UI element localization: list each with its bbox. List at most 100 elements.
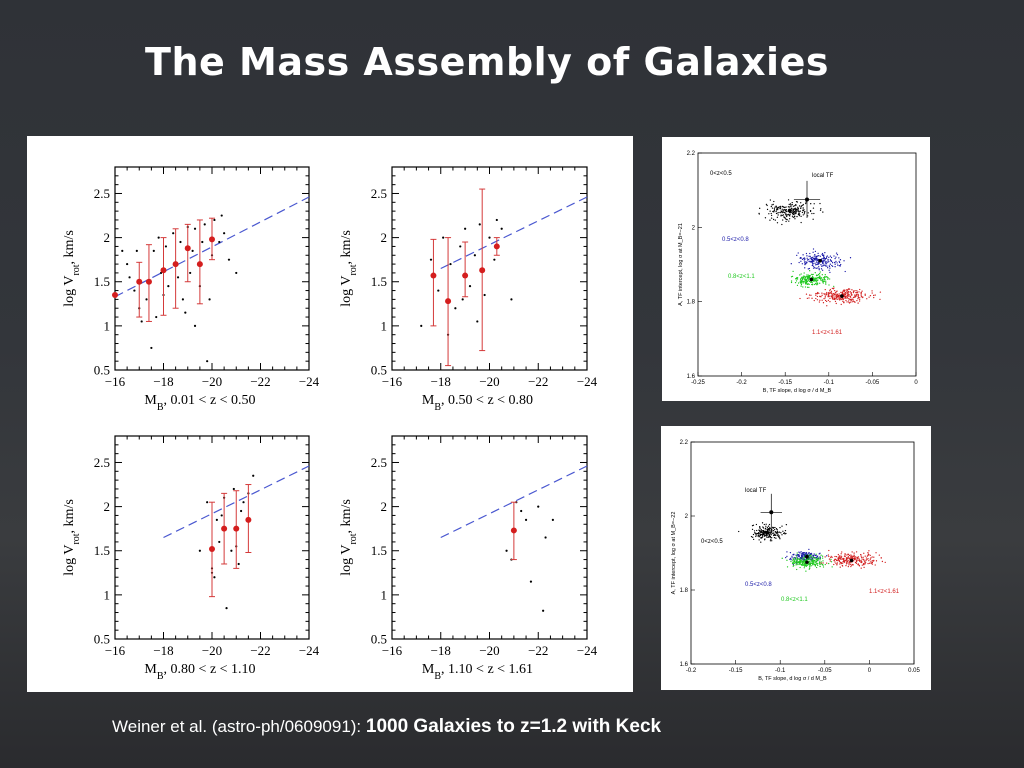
bootstrap-point xyxy=(837,264,839,266)
bootstrap-point xyxy=(815,261,818,263)
bootstrap-point xyxy=(820,277,823,279)
bootstrap-point xyxy=(811,297,813,299)
bootstrap-point xyxy=(849,563,851,566)
bootstrap-point xyxy=(819,565,821,568)
bootstrap-point xyxy=(823,258,825,260)
x-tick-label: −22 xyxy=(250,643,270,658)
bootstrap-point xyxy=(784,210,787,212)
bootstrap-point xyxy=(785,209,787,211)
bootstrap-point xyxy=(799,552,801,554)
bootstrap-point xyxy=(738,530,740,533)
bootstrap-point xyxy=(807,559,810,561)
bootstrap-point xyxy=(821,294,823,296)
bootstrap-point xyxy=(818,262,820,265)
bootstrap-point xyxy=(861,564,863,566)
local-tf-point xyxy=(805,197,809,202)
bootstrap-point xyxy=(802,254,804,256)
bootstrap-point xyxy=(844,554,846,556)
tf-parameter-figure-mb21: -0.25 -0.2 -0.15 -0.1 -0.05 0 1.6 1.8 2 2.2 B, TF … xyxy=(678,151,918,394)
bootstrap-point xyxy=(838,559,840,561)
bootstrap-point xyxy=(820,278,822,280)
bootstrap-point xyxy=(779,207,781,210)
bootstrap-point xyxy=(800,561,802,563)
bootstrap-point xyxy=(809,565,811,568)
galaxy-point xyxy=(524,518,528,521)
bootstrap-point xyxy=(803,259,805,261)
bootstrap-point xyxy=(815,264,817,266)
bootstrap-point xyxy=(779,205,782,208)
bootstrap-point xyxy=(751,525,754,527)
bootstrap-point xyxy=(822,302,825,304)
bootstrap-point xyxy=(812,273,814,276)
bootstrap-point xyxy=(848,557,850,559)
bootstrap-point xyxy=(862,563,865,565)
bootstrap-point xyxy=(811,264,814,267)
bootstrap-point xyxy=(808,258,810,261)
caption-highlight: 1000 Galaxies to z=1.2 with Keck xyxy=(365,716,662,737)
galaxy-point xyxy=(510,298,513,301)
bootstrap-point xyxy=(842,298,844,301)
bootstrap-point xyxy=(795,204,797,206)
bootstrap-point xyxy=(826,562,828,564)
bootstrap-point xyxy=(861,561,863,564)
bootstrap-point xyxy=(786,555,788,558)
bootstrap-point xyxy=(820,268,823,270)
bootstrap-point xyxy=(824,276,826,278)
bootstrap-point xyxy=(854,556,856,558)
bootstrap-point xyxy=(826,305,828,307)
bootstrap-point xyxy=(754,532,756,535)
bootstrap-point xyxy=(785,206,787,208)
bootstrap-point xyxy=(856,561,858,563)
x-tick-label: −16 xyxy=(382,374,403,389)
bootstrap-point xyxy=(809,554,811,557)
bootstrap-point xyxy=(819,276,821,278)
bootstrap-point xyxy=(805,201,807,203)
galaxy-point xyxy=(128,276,131,279)
bootstrap-point xyxy=(771,526,774,529)
bootstrap-point xyxy=(786,219,788,221)
y-tick-label: 0.5 xyxy=(371,632,387,647)
bootstrap-point xyxy=(801,281,804,283)
bootstrap-point xyxy=(758,539,760,541)
bootstrap-point xyxy=(824,258,826,261)
bootstrap-point xyxy=(840,555,842,557)
bootstrap-point xyxy=(771,537,773,539)
bootstrap-point xyxy=(834,263,836,265)
bootstrap-point xyxy=(798,213,801,215)
bootstrap-point xyxy=(819,295,821,298)
bootstrap-point xyxy=(762,527,765,529)
bootstrap-point xyxy=(869,295,872,297)
galaxy-point xyxy=(206,501,209,504)
bootstrap-point xyxy=(802,214,804,216)
y-tick-label: 1.8 xyxy=(687,300,696,306)
y-tick-label: 2.5 xyxy=(371,455,387,470)
bootstrap-point xyxy=(826,261,829,263)
bootstrap-point xyxy=(769,528,771,530)
bootstrap-point xyxy=(828,558,831,560)
bootstrap-point xyxy=(848,291,850,293)
bootstrap-point xyxy=(805,262,807,264)
bootstrap-point xyxy=(809,556,812,558)
galaxy-point xyxy=(464,227,467,230)
bootstrap-point xyxy=(808,297,810,299)
bootstrap-point xyxy=(758,533,760,535)
bootstrap-point xyxy=(763,523,765,526)
bootstrap-point xyxy=(833,289,836,292)
binned-mean-point xyxy=(430,272,437,279)
x-tick-label: −18 xyxy=(431,374,451,389)
x-tick-label: -0.1 xyxy=(775,668,786,674)
galaxy-point xyxy=(150,346,153,350)
y-axis-label-unit: , km/s xyxy=(62,230,77,264)
bootstrap-point xyxy=(832,293,835,295)
bootstrap-point xyxy=(857,563,860,565)
bootstrap-point xyxy=(805,202,807,205)
bootstrap-point xyxy=(839,299,841,301)
bootstrap-point xyxy=(824,252,826,254)
bootstrap-point xyxy=(809,252,811,255)
bootstrap-point xyxy=(812,562,815,564)
bootstrap-point xyxy=(780,214,782,216)
bootstrap-point xyxy=(851,555,854,557)
galaxy-point xyxy=(240,509,243,513)
bootstrap-point xyxy=(833,255,835,257)
bootstrap-point xyxy=(795,212,797,215)
